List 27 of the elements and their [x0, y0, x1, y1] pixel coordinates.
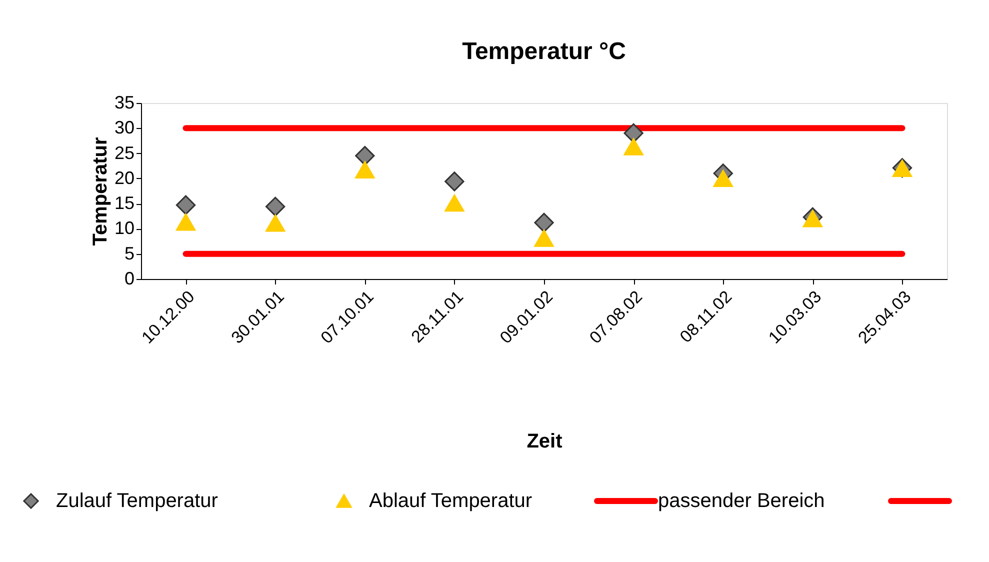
legend-label: passender Bereich	[658, 490, 825, 512]
point	[624, 123, 644, 144]
y-tick-label: 30	[114, 118, 134, 138]
y-tick-label: 35	[114, 92, 134, 112]
y-tick-label: 10	[114, 218, 134, 238]
point	[713, 170, 733, 188]
point	[624, 138, 644, 156]
y-tick-label: 25	[114, 142, 134, 163]
point	[266, 214, 286, 232]
point	[534, 230, 554, 247]
point	[176, 214, 196, 231]
y-tick-label: 0	[124, 268, 134, 288]
point	[266, 196, 286, 216]
point	[355, 146, 375, 166]
legend-label: Zulauf Temperatur	[56, 490, 218, 512]
chart-title: Temperatur °C	[462, 38, 626, 65]
y-axis-title: Temperatur	[89, 137, 112, 246]
point	[355, 161, 375, 178]
y-tick-label: 15	[114, 193, 134, 214]
point	[534, 212, 554, 233]
point	[176, 195, 196, 215]
y-tick-label: 20	[114, 168, 134, 188]
x-axis-title: Zeit	[526, 430, 563, 453]
legend-label: Ablauf Temperatur	[369, 490, 532, 512]
point	[444, 172, 464, 192]
point	[444, 194, 464, 212]
y-tick-label: 5	[124, 243, 134, 264]
